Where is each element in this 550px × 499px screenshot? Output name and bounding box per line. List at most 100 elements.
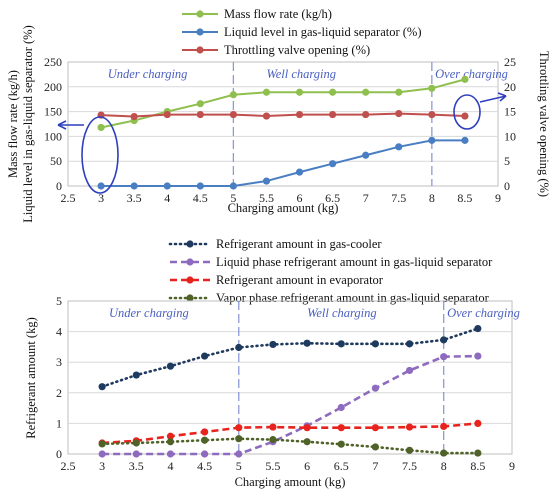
top-series-1-point	[163, 182, 171, 190]
top-series-0-point	[428, 84, 436, 92]
bottom-region-label-well-charging: Well charging	[307, 306, 377, 320]
top-right-y-tick-label: 25	[504, 55, 516, 69]
bottom-series-1-point	[132, 450, 140, 458]
top-dividers	[232, 62, 433, 186]
bottom-series-3-point	[405, 446, 414, 454]
top-series-1-point	[395, 143, 403, 151]
bottom-x-tick-label: 7	[372, 459, 378, 473]
bottom-x-tick-label: 5	[236, 459, 242, 473]
bottom-series-0-point	[440, 336, 448, 344]
top-series-1-point	[362, 151, 370, 159]
top-y-tick-label: 150	[44, 105, 62, 119]
top-legend: Mass flow rate (kg/h) Liquid level in ga…	[182, 7, 422, 57]
top-chart: 2.5 3 3.5 4 4.5 5 5.5 6 6.5 7 7.5 8 8.5 9 05010015020…	[6, 25, 550, 223]
top-series-0-point	[295, 88, 304, 96]
bottom-series-3-point	[337, 440, 345, 448]
legend-label-liquid-level: Liquid level in gas-liquid separator (%)	[224, 25, 422, 39]
bottom-series-3-point	[235, 435, 243, 443]
top-series-0-point	[97, 123, 105, 132]
top-x-tick-label: 2.5	[61, 191, 76, 205]
top-series-2-point	[130, 112, 138, 121]
bottom-series-0-point	[405, 340, 414, 348]
bottom-x-tick-label: 8	[441, 459, 447, 473]
top-right-y-tick-label: 0	[504, 179, 510, 193]
top-x-tick-label: 8.5	[457, 191, 472, 205]
top-y-tick-label: 50	[50, 154, 62, 168]
bottom-series-1-point	[201, 450, 209, 458]
bottom-series-line-2	[102, 422, 478, 445]
bottom-y-tick-label: 3	[56, 355, 62, 369]
legend-marker-valve-opening	[196, 46, 204, 54]
top-series-0-point	[329, 88, 337, 96]
legend-label-mass-flow: Mass flow rate (kg/h)	[224, 7, 332, 21]
top-x-tick-label: 9	[495, 191, 501, 205]
legend-label-liquid-phase: Liquid phase refrigerant amount in gas-l…	[216, 255, 493, 269]
top-right-y-axis-label: Throttling valve opening (%)	[537, 51, 550, 197]
bottom-series-2-point	[440, 422, 448, 431]
top-series	[97, 75, 469, 190]
bottom-series-1-point	[166, 450, 175, 458]
top-right-y-tick-label: 10	[504, 129, 516, 143]
bottom-series-2-point	[474, 419, 482, 427]
top-series-line-0	[100, 78, 466, 129]
bottom-series-1-point	[405, 366, 414, 375]
top-series-0-point	[262, 88, 271, 96]
bottom-series-1-point	[98, 450, 106, 458]
top-x-tick-label: 7	[363, 191, 369, 205]
bottom-series-1-point	[440, 353, 448, 361]
top-series-2-point	[196, 110, 204, 119]
legend-label-evaporator: Refrigerant amount in evaporator	[216, 273, 384, 287]
bottom-series-0-point	[201, 352, 209, 360]
top-series-2-point	[163, 110, 171, 119]
top-right-y-ticks: 0 5 10 15 20 25	[504, 55, 516, 193]
bottom-y-tick-label: 0	[56, 447, 62, 461]
bottom-series-2-point	[337, 424, 345, 432]
top-right-y-tick-label: 20	[504, 80, 516, 94]
bottom-series-3-point	[269, 436, 277, 444]
bottom-series-3-point	[303, 438, 311, 446]
bottom-series-1-point	[337, 403, 345, 412]
bottom-series-3-point	[98, 440, 106, 448]
bottom-series-3-point	[440, 449, 448, 457]
top-y-tick-label: 100	[44, 129, 62, 143]
annotation-arrowhead-right	[497, 92, 507, 102]
bottom-x-tick-label: 5.5	[265, 459, 280, 473]
bottom-x-tick-label: 8.5	[470, 459, 485, 473]
top-x-tick-label: 5.5	[259, 191, 274, 205]
bottom-chart: 2.5 3 3.5 4 4.5 5 5.5 6 6.5 7 7.5 8 8.5 9 0 1 2 3 4 5 Unde…	[24, 294, 520, 489]
bottom-x-tick-label: 6	[304, 459, 310, 473]
bottom-series-2-point	[235, 424, 243, 432]
annotation-ellipse-left	[81, 116, 119, 194]
bottom-series-0-point	[371, 340, 379, 348]
bottom-x-tick-label: 4.5	[197, 459, 212, 473]
top-x-axis-label: Charging amount (kg)	[228, 201, 339, 215]
bottom-x-axis-label: Charging amount (kg)	[235, 475, 346, 489]
bottom-series-3-point	[474, 449, 482, 457]
bottom-series-1-point	[235, 450, 243, 458]
bottom-plot-area	[67, 300, 513, 455]
bottom-series-1-point	[371, 384, 379, 392]
top-x-tick-label: 6	[297, 191, 303, 205]
top-x-tick-label: 6.5	[325, 191, 340, 205]
legend-marker-mass-flow	[196, 10, 204, 18]
top-right-y-tick-label: 15	[504, 105, 516, 119]
legend-label-valve-opening: Throttling valve opening (%)	[224, 43, 370, 57]
top-series-line-2	[101, 112, 465, 118]
bottom-x-tick-label: 3.5	[129, 459, 144, 473]
top-region-label-over-charging: Over charging	[435, 67, 508, 81]
legend-marker-liquid-level	[196, 28, 204, 36]
legend-marker-vapor-phase	[186, 294, 194, 302]
top-right-y-tick-label: 5	[504, 154, 510, 168]
top-x-tick-label: 8	[429, 191, 435, 205]
legend-label-vapor-phase: Vapor phase refrigerant amount in gas-li…	[216, 291, 490, 305]
legend-label-gas-cooler: Refrigerant amount in gas-cooler	[216, 237, 382, 251]
bottom-series-2-point	[303, 424, 311, 432]
bottom-series-3-point	[166, 438, 175, 446]
bottom-series-2-point	[201, 428, 209, 436]
top-series-2-point	[428, 110, 436, 119]
top-series-2-point	[229, 110, 237, 119]
legend-marker-evaporator	[186, 276, 194, 284]
bottom-x-tick-label: 9	[509, 459, 515, 473]
bottom-series-0-point	[303, 339, 311, 347]
